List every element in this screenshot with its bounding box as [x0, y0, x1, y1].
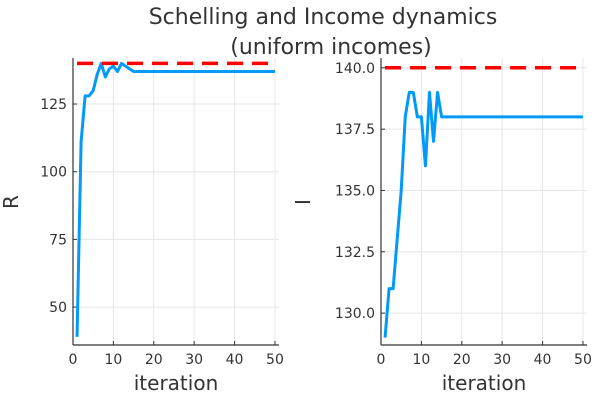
x-tick-label: 30 — [493, 352, 511, 368]
y-tick-label: 135.0 — [335, 183, 375, 199]
right-subplot-i: 0 10 20 30 40 50 130.0 132.5 135.0 137.5 140.0 iter… — [291, 58, 592, 395]
x-axis-label: iteration — [442, 371, 527, 395]
x-tick-label: 40 — [226, 352, 244, 368]
x-tick-label: 40 — [534, 352, 552, 368]
x-tick-label: 20 — [145, 352, 163, 368]
x-tick-label: 10 — [412, 352, 430, 368]
chart-title-line1: Schelling and Income dynamics — [149, 5, 498, 30]
series-line — [383, 90, 583, 338]
left-subplot-r: 0 10 20 30 40 50 50 75 100 125 iteration R — [0, 58, 284, 395]
x-tick-label: 50 — [266, 352, 284, 368]
chart-title-line2: (uniform incomes) — [230, 35, 432, 60]
y-tick-label: 100 — [40, 165, 67, 181]
y-axis-label: R — [0, 195, 23, 209]
y-axis-label: I — [291, 199, 315, 205]
x-tick-label: 0 — [377, 352, 386, 368]
y-tick-label: 75 — [49, 232, 67, 248]
y-tick-label: 130.0 — [335, 306, 375, 322]
x-tick-label: 10 — [104, 352, 122, 368]
x-axis-label: iteration — [134, 371, 219, 395]
y-tick-label: 137.5 — [335, 122, 375, 138]
y-tick-label: 140.0 — [335, 61, 375, 77]
y-tick-label: 132.5 — [335, 245, 375, 261]
x-tick-label: 20 — [453, 352, 471, 368]
y-tick-label: 125 — [40, 97, 67, 113]
x-tick-label: 50 — [574, 352, 592, 368]
series-line — [75, 61, 275, 337]
x-tick-label: 30 — [185, 352, 203, 368]
y-tick-label: 50 — [49, 300, 67, 316]
x-tick-label: 0 — [69, 352, 78, 368]
